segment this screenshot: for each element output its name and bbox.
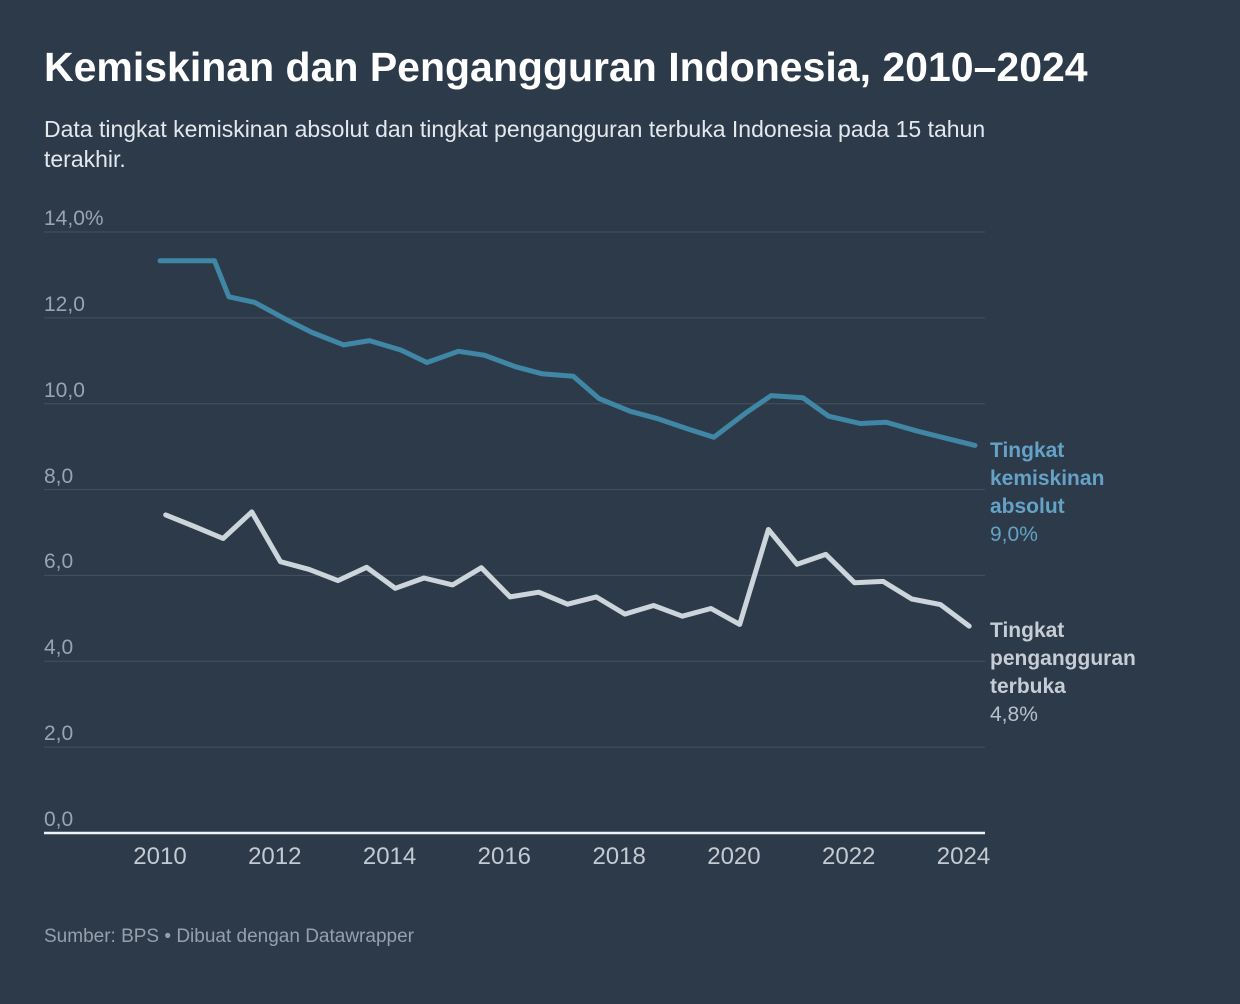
unemployment-label-line: terbuka xyxy=(990,675,1066,698)
poverty-label-line: absolut xyxy=(990,495,1065,518)
x-tick-label: 2012 xyxy=(248,843,302,870)
poverty-series-label: Tingkat kemiskinan absolut 9,0% xyxy=(990,437,1104,549)
y-tick-label: 4,0 xyxy=(44,636,74,660)
x-tick-label: 2018 xyxy=(592,843,646,870)
y-tick-label: 12,0 xyxy=(44,292,85,316)
y-tick-label: 2,0 xyxy=(44,722,74,746)
unemployment-end-value: 4,8% xyxy=(990,703,1038,726)
y-tick-label: 6,0 xyxy=(44,550,74,574)
x-tick-label: 2024 xyxy=(936,843,991,870)
poverty-label-line: kemiskinan xyxy=(990,467,1105,490)
unemployment-label-line: pengangguran xyxy=(990,647,1136,670)
x-tick-label: 2020 xyxy=(707,843,761,870)
y-tick-label: 8,0 xyxy=(44,464,74,488)
chart-subtitle: Data tingkat kemiskinan absolut dan ting… xyxy=(44,114,985,174)
y-tick-label: 14,0% xyxy=(44,207,104,230)
subtitle-line-1: Data tingkat kemiskinan absolut dan ting… xyxy=(44,116,986,142)
page-title: Kemiskinan dan Pengangguran Indonesia, 2… xyxy=(44,44,1088,90)
poverty-label-line: Tingkat xyxy=(990,439,1065,462)
poverty-series-line xyxy=(157,258,978,448)
x-tick-label: 2010 xyxy=(133,843,187,870)
poverty-end-value: 9,0% xyxy=(990,523,1038,546)
x-tick-label: 2022 xyxy=(822,843,876,870)
y-tick-label: 0,0 xyxy=(44,808,74,831)
unemployment-series-line xyxy=(163,509,972,629)
y-tick-label: 10,0 xyxy=(44,378,85,402)
subtitle-line-2: terakhir. xyxy=(44,146,126,172)
source-attribution: Sumber: BPS • Dibuat dengan Datawrapper xyxy=(44,926,414,947)
unemployment-label-line: Tingkat xyxy=(990,619,1065,642)
unemployment-series-label: Tingkat pengangguran terbuka 4,8% xyxy=(990,617,1136,729)
x-tick-label: 2014 xyxy=(362,843,417,870)
x-tick-label: 2016 xyxy=(477,843,532,870)
